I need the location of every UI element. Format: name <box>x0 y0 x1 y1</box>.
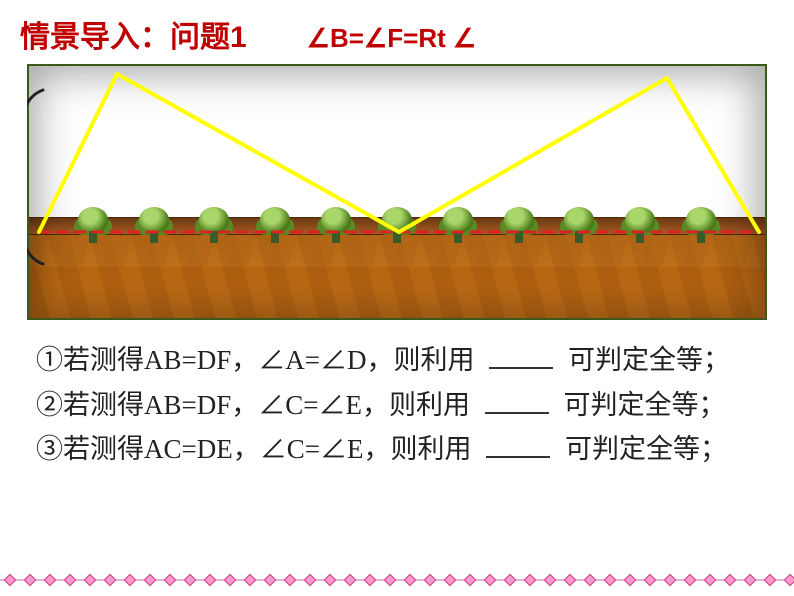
diagram <box>27 64 767 320</box>
tree-icon <box>380 207 414 243</box>
tree-icon <box>441 207 475 243</box>
question-text-b: 可判定全等； <box>563 390 725 420</box>
given-condition: ∠B=∠F=Rt ∠ <box>307 23 477 54</box>
question-text-a: 若测得AB=DF，∠A=∠D，则利用 <box>63 345 474 375</box>
tree-icon <box>76 207 110 243</box>
stage-floor <box>29 232 765 318</box>
question-list: ①若测得AB=DF，∠A=∠D，则利用 可判定全等；②若测得AB=DF，∠C=∠… <box>20 340 774 470</box>
tree-icon <box>684 207 718 243</box>
question-item: ③若测得AC=DE，∠C=∠E，则利用 可判定全等； <box>36 429 758 470</box>
bottom-decor <box>0 572 794 588</box>
tree-row <box>29 207 765 243</box>
stage-background <box>29 66 765 318</box>
slide: 情景导入：问题1 ∠B=∠F=Rt ∠ ①若测得AB=DF，∠A=∠D，则利用 … <box>0 0 794 596</box>
fill-blank[interactable] <box>486 431 550 458</box>
question-text-b: 可判定全等； <box>565 434 727 464</box>
tree-icon <box>562 207 596 243</box>
fill-blank[interactable] <box>489 342 553 369</box>
decor-pattern <box>0 572 794 588</box>
question-text-b: 可判定全等； <box>568 345 730 375</box>
question-text-a: 若测得AC=DE，∠C=∠E，则利用 <box>63 434 471 464</box>
question-marker: ① <box>36 345 63 375</box>
header: 情景导入：问题1 ∠B=∠F=Rt ∠ <box>20 12 774 56</box>
tree-icon <box>319 207 353 243</box>
tree-icon <box>502 207 536 243</box>
question-item: ②若测得AB=DF，∠C=∠E，则利用 可判定全等； <box>36 385 758 426</box>
question-marker: ② <box>36 390 63 420</box>
question-marker: ③ <box>36 434 63 464</box>
tree-icon <box>137 207 171 243</box>
tree-icon <box>197 207 231 243</box>
tree-icon <box>623 207 657 243</box>
fill-blank[interactable] <box>485 387 549 414</box>
tree-icon <box>258 207 292 243</box>
question-item: ①若测得AB=DF，∠A=∠D，则利用 可判定全等； <box>36 340 758 381</box>
question-text-a: 若测得AB=DF，∠C=∠E，则利用 <box>63 390 470 420</box>
slide-title: 情景导入：问题1 <box>20 12 247 56</box>
